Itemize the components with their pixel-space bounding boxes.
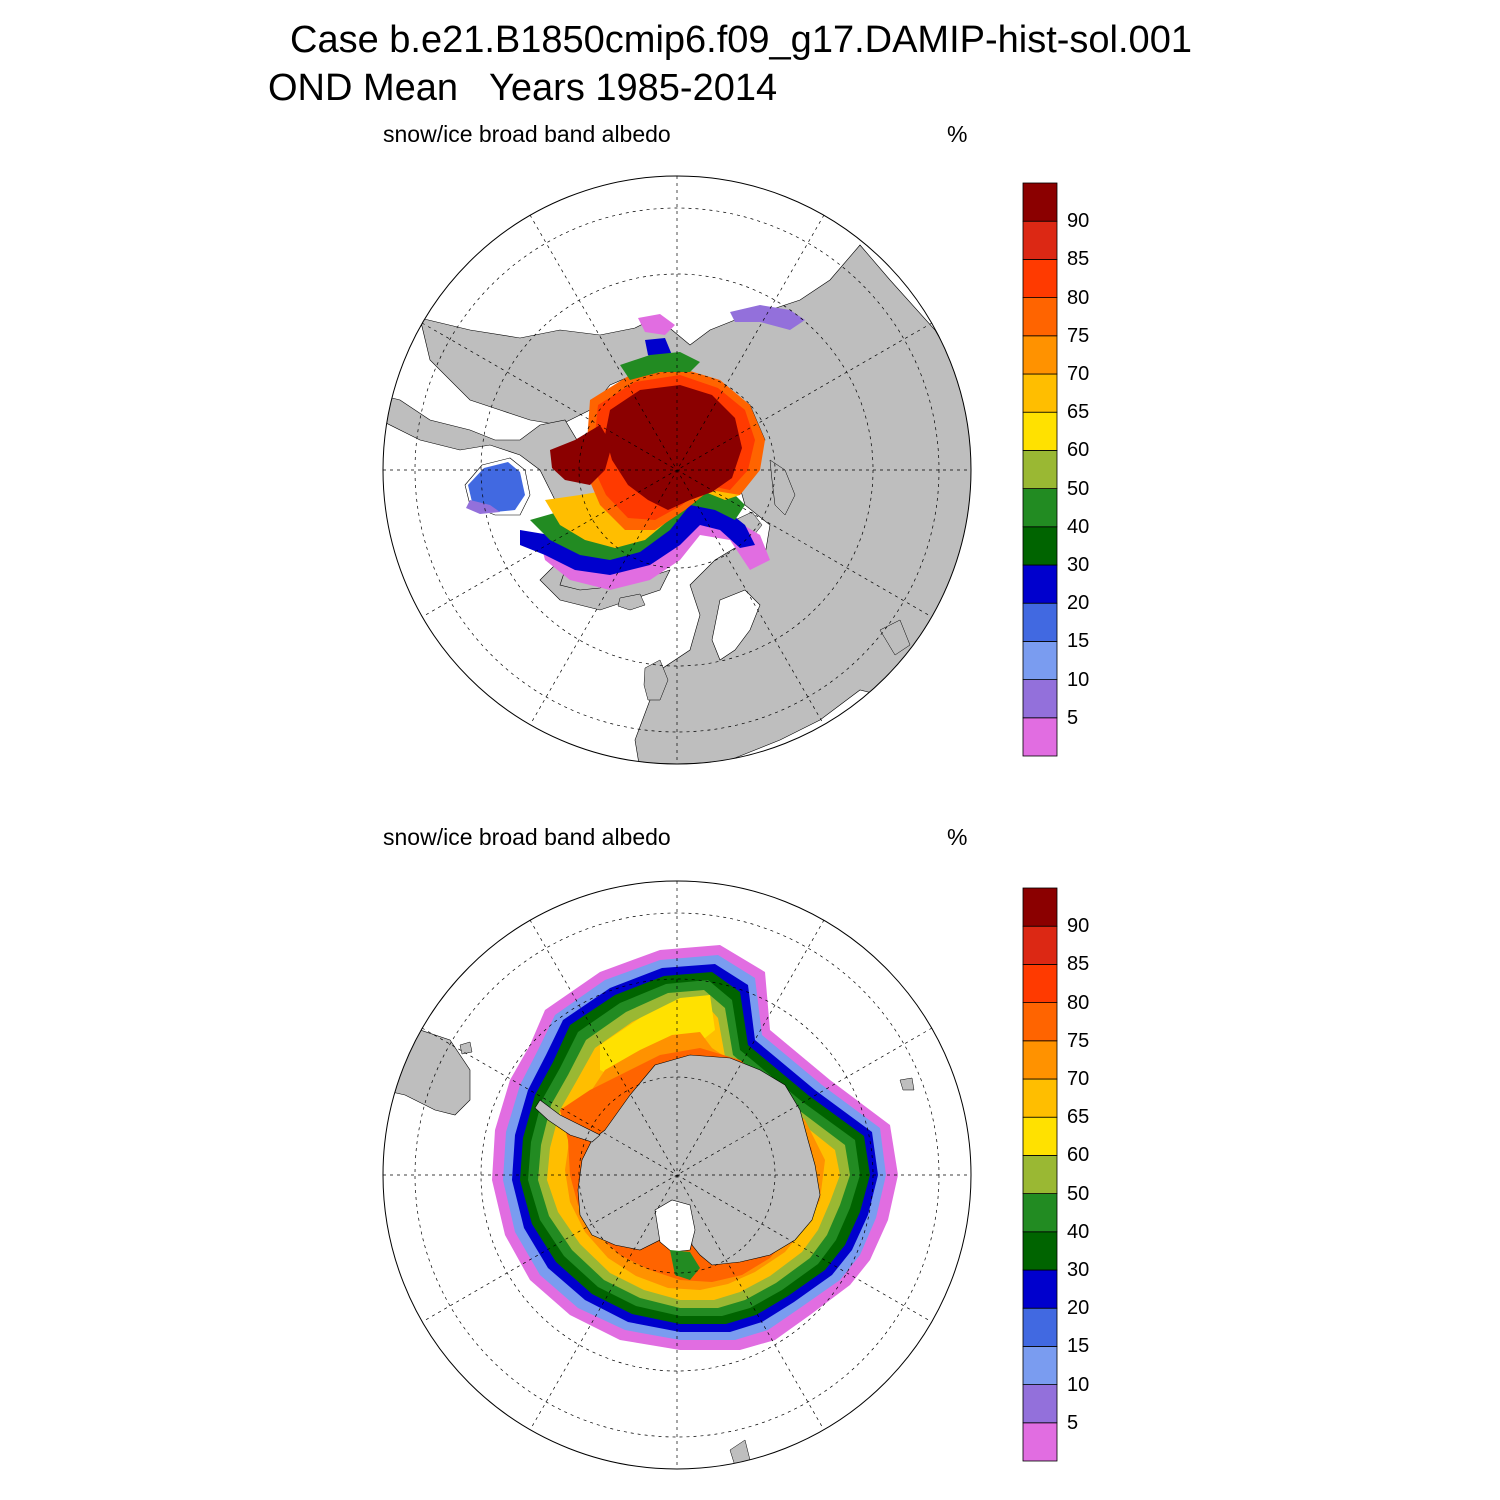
north-colorbar-tick-label: 85 (1067, 248, 1090, 271)
north-colorbar-tick-label: 20 (1067, 592, 1090, 615)
south-polar-map (382, 880, 972, 1470)
south-colorbar-tick-label: 10 (1067, 1373, 1090, 1396)
north-colorbar-swatch (1022, 641, 1058, 681)
south-colorbar-swatch (1022, 1231, 1058, 1271)
north-panel-variable-label: snow/ice broad band albedo (383, 121, 671, 147)
south-colorbar-swatch (1022, 1422, 1058, 1462)
north-colorbar-swatch (1022, 297, 1058, 337)
south-colorbar-swatch (1022, 964, 1058, 1004)
south-colorbar-tick-label: 30 (1067, 1259, 1090, 1281)
south-colorbar-tick-label: 80 (1067, 991, 1090, 1014)
north-colorbar-tick-label: 60 (1067, 439, 1090, 462)
south-colorbar-swatch (1022, 887, 1058, 927)
north-colorbar-swatch (1022, 488, 1058, 528)
north-polar-map (382, 175, 972, 765)
south-colorbar-swatch (1022, 1193, 1058, 1233)
south-ross-ice-shelf (654, 1199, 696, 1253)
north-colorbar-swatch (1022, 335, 1058, 375)
south-land-tasmania (899, 1077, 915, 1091)
south-colorbar-swatch (1022, 1384, 1058, 1424)
north-colorbar-swatch (1022, 182, 1058, 222)
south-colorbar-swatch (1022, 1078, 1058, 1118)
north-colorbar-tick-label: 15 (1067, 630, 1090, 653)
south-colorbar-swatch (1022, 1269, 1058, 1309)
south-land-antarctic-peninsula (534, 1099, 601, 1143)
north-land-japan (879, 619, 911, 656)
north-colorbar-swatch (1022, 411, 1058, 451)
south-colorbar-tick-label: 20 (1067, 1297, 1090, 1320)
north-land-iceland (617, 593, 646, 611)
north-colorbar-tick-label: 5 (1067, 706, 1079, 729)
north-colorbar-swatch (1022, 717, 1058, 757)
north-colorbar-tick-label: 40 (1067, 515, 1090, 538)
south-panel-units-label: % (947, 824, 968, 850)
south-colorbar-tick-label: 75 (1067, 1029, 1090, 1052)
north-colorbar-swatch (1022, 564, 1058, 604)
north-map-border (382, 175, 972, 765)
south-colorbar-tick-label: 65 (1067, 1106, 1090, 1129)
south-colorbar-swatch (1022, 925, 1058, 965)
north-colorbar-swatch (1022, 220, 1058, 260)
north-colorbar-swatch (1022, 449, 1058, 489)
north-colorbar-tick-label: 50 (1067, 477, 1090, 500)
south-colorbar-tick-label: 90 (1067, 915, 1090, 938)
north-colorbar-tick-label: 65 (1067, 401, 1090, 424)
north-colorbar-swatch (1022, 679, 1058, 719)
south-colorbar-swatch (1022, 1116, 1058, 1156)
north-ice-band-5-okhotsk (638, 314, 675, 335)
south-ice-band-40-ross (670, 1250, 700, 1280)
north-ice-band-40-bering (620, 352, 700, 380)
north-graticule (383, 176, 971, 764)
south-colorbar-swatch (1022, 1307, 1058, 1347)
south-colorbar-tick-label: 70 (1067, 1068, 1090, 1090)
south-panel-variable-label: snow/ice broad band albedo (383, 824, 671, 850)
south-colorbar-swatch (1022, 1155, 1058, 1195)
north-colorbar-swatch (1022, 602, 1058, 642)
north-colorbar-tick-label: 75 (1067, 324, 1090, 347)
figure-title-case: Case b.e21.B1850cmip6.f09_g17.DAMIP-hist… (290, 19, 1192, 61)
north-colorbar-swatch (1022, 258, 1058, 298)
north-ice-band-20-hudson (468, 462, 525, 512)
north-panel-units-label: % (947, 121, 968, 147)
north-colorbar-tick-label: 30 (1067, 554, 1090, 576)
north-colorbar-tick-label: 80 (1067, 286, 1090, 309)
south-colorbar-tick-label: 60 (1067, 1144, 1090, 1167)
north-colorbar-tick-label: 70 (1067, 363, 1090, 385)
south-map-border (382, 880, 972, 1470)
south-colorbar-swatch (1022, 1002, 1058, 1042)
south-land-falklands (459, 1041, 473, 1055)
north-ice-band-10-okhotsk-east (730, 305, 805, 330)
south-colorbar-swatch (1022, 1346, 1058, 1386)
north-ice-band-10-hudson (466, 500, 500, 514)
north-colorbar-tick-label: 10 (1067, 668, 1090, 691)
north-colorbar-tick-label: 90 (1067, 210, 1090, 233)
south-land-antarctica (577, 1054, 821, 1266)
north-land-uk (643, 659, 669, 701)
south-colorbar-tick-label: 50 (1067, 1182, 1090, 1205)
figure-title-period: OND Mean Years 1985-2014 (268, 67, 778, 109)
south-colorbar-swatch (1022, 1040, 1058, 1080)
south-colorbar-tick-label: 15 (1067, 1335, 1090, 1358)
south-colorbar (1022, 887, 1058, 1462)
north-colorbar (1022, 182, 1058, 757)
south-colorbar-tick-label: 85 (1067, 953, 1090, 976)
north-colorbar-swatch (1022, 373, 1058, 413)
north-colorbar-swatch (1022, 526, 1058, 566)
south-colorbar-tick-label: 40 (1067, 1220, 1090, 1243)
south-colorbar-tick-label: 5 (1067, 1411, 1079, 1434)
south-graticule (383, 881, 971, 1469)
